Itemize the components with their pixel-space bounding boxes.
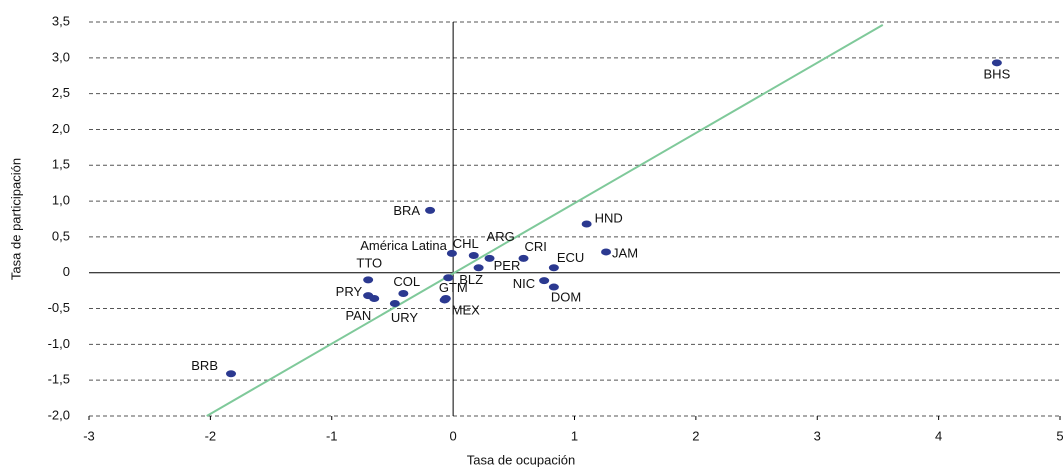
point xyxy=(473,264,484,272)
point xyxy=(548,264,559,272)
point-label: HND xyxy=(595,210,623,225)
point-label: CHL xyxy=(453,236,479,251)
point-label: NIC xyxy=(513,276,535,291)
point-label: JAM xyxy=(612,245,638,260)
y-axis-title: Tasa de participación xyxy=(8,158,23,280)
y-tick-label: 0,5 xyxy=(52,228,70,243)
point-label: BLZ xyxy=(459,272,483,287)
x-tick-label: 1 xyxy=(571,428,578,443)
y-tick-label: -1,5 xyxy=(48,372,70,387)
point xyxy=(581,220,592,228)
point-label: URY xyxy=(391,310,419,325)
point-label: DOM xyxy=(551,289,581,304)
point xyxy=(518,254,529,262)
point-label: ECU xyxy=(557,250,584,265)
point-label: GTM xyxy=(439,280,468,295)
point xyxy=(226,370,237,378)
trend-line xyxy=(206,23,884,417)
x-axis-title: Tasa de ocupación xyxy=(467,452,575,467)
point-label: PRY xyxy=(336,284,363,299)
x-tick-label: 0 xyxy=(450,428,457,443)
point-label: COL xyxy=(393,274,420,289)
point-label: MEX xyxy=(452,302,481,317)
x-tick-label: 5 xyxy=(1056,428,1063,443)
point-label: CRI xyxy=(525,239,547,254)
point-label: BRA xyxy=(393,203,420,218)
point xyxy=(425,206,436,214)
point xyxy=(369,295,380,303)
point xyxy=(443,274,454,282)
point-label: América Latina xyxy=(360,238,447,253)
y-tick-label: -0,5 xyxy=(48,300,70,315)
y-tick-label: -1,0 xyxy=(48,336,70,351)
point-label: PER xyxy=(494,258,521,273)
y-tick-label: 3,0 xyxy=(52,49,70,64)
point xyxy=(539,277,550,285)
point xyxy=(363,276,374,284)
point xyxy=(991,59,1002,67)
point-label: TTO xyxy=(356,255,382,270)
point-label: PAN xyxy=(345,308,371,323)
point xyxy=(398,290,409,298)
y-tick-label: 2,5 xyxy=(52,85,70,100)
y-tick-label: 1,5 xyxy=(52,157,70,172)
x-tick-label: -1 xyxy=(326,428,338,443)
point xyxy=(484,254,495,262)
x-tick-label: -2 xyxy=(205,428,217,443)
point xyxy=(446,249,457,257)
y-tick-label: 0 xyxy=(63,264,70,279)
y-tick-label: 1,0 xyxy=(52,193,70,208)
point-label: BHS xyxy=(984,66,1011,81)
point-label: ARG xyxy=(487,229,515,244)
point xyxy=(548,283,559,291)
x-tick-label: 4 xyxy=(935,428,942,443)
point xyxy=(439,296,450,304)
x-tick-label: -3 xyxy=(83,428,95,443)
point xyxy=(389,300,400,308)
x-tick-label: 3 xyxy=(814,428,821,443)
point xyxy=(601,248,612,256)
y-tick-label: 3,5 xyxy=(52,13,70,28)
point xyxy=(468,252,479,260)
y-tick-label: -2,0 xyxy=(48,407,70,422)
x-tick-label: 2 xyxy=(692,428,699,443)
point-label: BRB xyxy=(191,358,218,373)
y-tick-label: 2,0 xyxy=(52,121,70,136)
